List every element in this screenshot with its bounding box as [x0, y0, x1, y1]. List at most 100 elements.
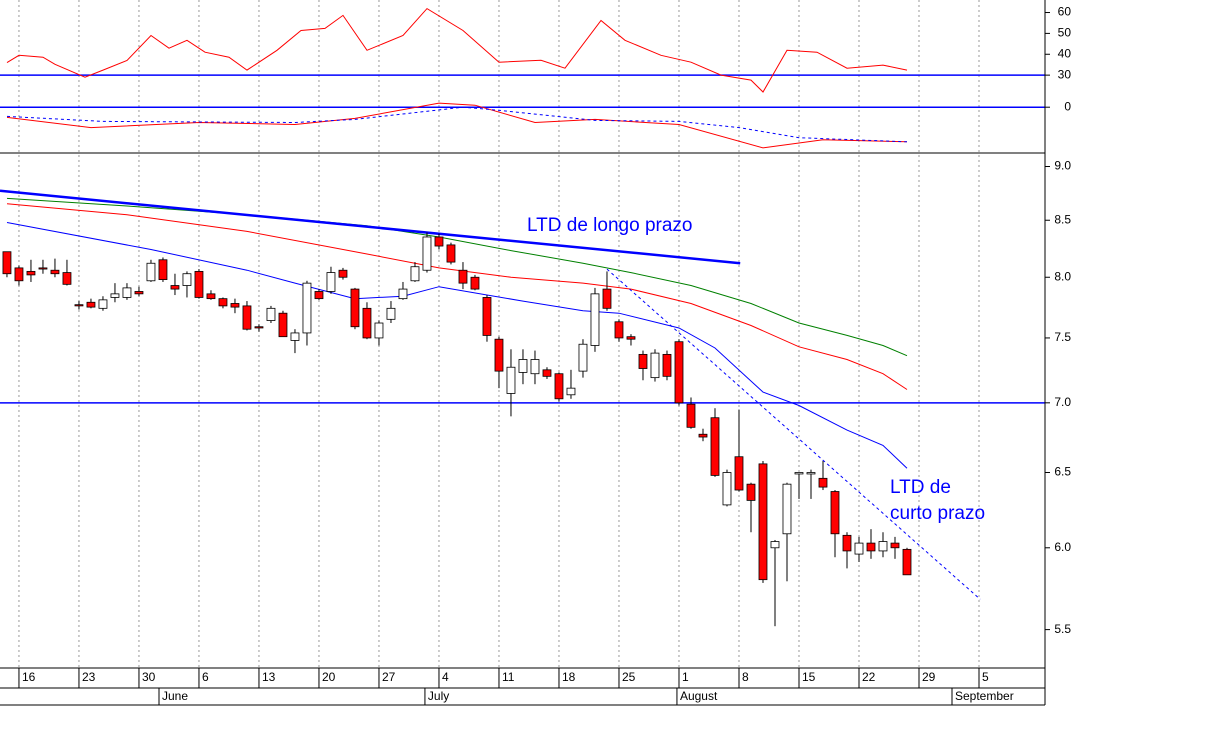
- candle-body: [278, 312, 288, 338]
- y-tick-label: 8.0: [1054, 269, 1071, 283]
- candle-body: [674, 341, 684, 404]
- candle-body: [254, 326, 264, 329]
- candle-body: [338, 269, 348, 278]
- candle-body: [482, 297, 492, 336]
- series-line: [6, 102, 908, 149]
- candle-body: [86, 301, 96, 308]
- candle-body: [410, 266, 420, 282]
- candle-body: [38, 267, 48, 270]
- candle-body: [446, 244, 456, 263]
- candle-body: [374, 322, 384, 339]
- candle-body: [698, 433, 708, 438]
- x-tick-label: 30: [142, 670, 156, 684]
- candle-body: [242, 305, 252, 330]
- y-tick-label: 6.5: [1054, 465, 1071, 479]
- x-tick-label: 6: [202, 670, 209, 684]
- candle-body: [866, 542, 876, 552]
- candle-body: [134, 291, 144, 295]
- candle-body: [830, 491, 840, 535]
- candle-body: [182, 273, 192, 286]
- x-tick-label: 8: [742, 670, 749, 684]
- candle-body: [890, 542, 900, 549]
- candle-body: [458, 269, 468, 284]
- candle-body: [758, 463, 768, 581]
- candle-body: [902, 548, 912, 576]
- candle-body: [878, 541, 888, 552]
- x-tick-label: 5: [982, 670, 989, 684]
- candle-body: [386, 307, 396, 320]
- y-tick-label: 5.5: [1054, 622, 1071, 636]
- x-tick-label: 4: [442, 670, 449, 684]
- month-label: September: [955, 689, 1014, 703]
- y-tick-label: 8.5: [1054, 212, 1071, 226]
- candle-body: [746, 483, 756, 501]
- candle-body: [794, 472, 804, 475]
- candle-body: [74, 304, 84, 307]
- candle-body: [62, 272, 72, 285]
- candle-body: [158, 259, 168, 281]
- y-tick-label: 50: [1058, 26, 1072, 40]
- y-tick-label: 60: [1058, 5, 1072, 19]
- candle-body: [602, 288, 612, 309]
- candle-body: [842, 534, 852, 552]
- x-tick-label: 11: [502, 670, 515, 684]
- candle-body: [302, 282, 312, 334]
- candle-body: [206, 293, 216, 300]
- series-line: [6, 7, 908, 93]
- y-tick-label: 7.5: [1054, 330, 1071, 344]
- candle-body: [722, 472, 732, 506]
- candle-body: [98, 299, 108, 309]
- candle-body: [14, 267, 24, 282]
- candle-body: [782, 483, 792, 535]
- candle-body: [434, 236, 444, 247]
- x-tick-label: 16: [22, 670, 36, 684]
- trend-line: [606, 268, 981, 600]
- candle-body: [2, 251, 12, 275]
- y-tick-label: 9.0: [1054, 159, 1071, 173]
- candle-body: [542, 369, 552, 377]
- candle-body: [290, 332, 300, 341]
- month-label: June: [162, 689, 188, 703]
- marks: [0, 7, 1045, 627]
- annotation: LTD de longo prazo: [527, 215, 692, 236]
- series-line: [6, 106, 908, 143]
- candle-body: [266, 307, 276, 321]
- candle-body: [350, 288, 360, 328]
- annotation: LTD de: [890, 477, 951, 498]
- candle-body: [770, 541, 780, 549]
- candle-body: [566, 387, 576, 396]
- candle-body: [398, 288, 408, 300]
- candle-body: [854, 542, 864, 555]
- y-tick-label: 7.0: [1054, 395, 1071, 409]
- candle-body: [362, 307, 372, 339]
- candle-body: [170, 285, 180, 290]
- candle-body: [530, 359, 540, 375]
- candle-body: [50, 269, 60, 275]
- candle-body: [218, 298, 228, 307]
- candle-body: [638, 353, 648, 369]
- candle-body: [26, 270, 36, 276]
- candle-body: [422, 236, 432, 271]
- candle-body: [518, 359, 528, 373]
- candle-body: [194, 270, 204, 298]
- candle-body: [470, 276, 480, 290]
- annotation: curto prazo: [890, 503, 985, 524]
- y-tick-label: 30: [1058, 67, 1072, 81]
- trend-line: [0, 189, 741, 265]
- candle-body: [146, 262, 156, 282]
- month-label: August: [680, 689, 718, 703]
- candle-body: [230, 303, 240, 308]
- x-tick-label: 18: [562, 670, 576, 684]
- candle-body: [662, 353, 672, 377]
- candle-body: [686, 403, 696, 428]
- x-tick-label: 15: [802, 670, 816, 684]
- x-tick-label: 27: [382, 670, 396, 684]
- candle-body: [818, 477, 828, 488]
- candle-body: [578, 343, 588, 372]
- candle-body: [494, 338, 504, 372]
- candle-body: [710, 417, 720, 476]
- candle-body: [314, 291, 324, 300]
- x-tick-label: 25: [622, 670, 636, 684]
